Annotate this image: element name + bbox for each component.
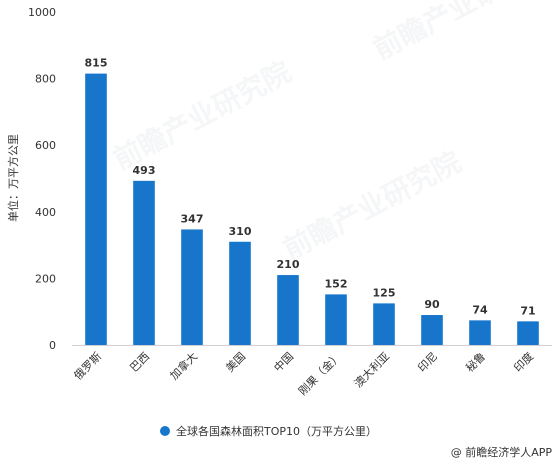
- y-axis: 0 200 400 600 800 1000: [28, 6, 56, 352]
- x-tick-label: 印度: [511, 349, 536, 374]
- legend-label: 全球各国森林面积TOP10（万平方公里）: [176, 424, 377, 438]
- x-tick-label: 印尼: [415, 350, 440, 375]
- y-tick-label: 1000: [28, 6, 56, 19]
- data-label: 347: [181, 212, 204, 225]
- y-tick-label: 800: [35, 73, 56, 86]
- bar: [373, 303, 395, 345]
- x-tick-label: 中国: [271, 350, 296, 375]
- bars-group: [85, 73, 539, 345]
- bar: [277, 275, 299, 345]
- legend-marker: [160, 426, 170, 436]
- data-label: 310: [229, 225, 252, 238]
- bar: [85, 73, 107, 345]
- data-label: 125: [373, 286, 396, 299]
- legend: 全球各国森林面积TOP10（万平方公里）: [160, 424, 377, 438]
- watermark-text: 前瞻产业研究院: [278, 145, 467, 266]
- watermark-text: 前瞻产业研究院: [108, 55, 297, 176]
- bar: [517, 321, 539, 345]
- data-labels-group: 815 493 347 310 210 152 125 90 74 71: [85, 57, 536, 318]
- credit-text: @ 前瞻经济学人APP: [451, 445, 553, 459]
- data-label: 90: [424, 298, 440, 311]
- y-tick-label: 0: [49, 339, 56, 352]
- x-tick-label: 加拿大: [167, 349, 200, 382]
- x-axis: 俄罗斯 巴西 加拿大 美国 中国 刚果（金） 澳大利亚 印尼 秘鲁 印度: [72, 345, 552, 398]
- y-axis-title: 单位：万平方公里: [6, 134, 20, 222]
- watermark-text: 前瞻产业研究院: [368, 0, 557, 66]
- y-tick-label: 200: [35, 272, 56, 285]
- bar: [325, 294, 347, 345]
- x-tick-label: 澳大利亚: [351, 349, 392, 390]
- y-tick-label: 400: [35, 206, 56, 219]
- x-tick-label: 巴西: [127, 350, 152, 375]
- data-label: 493: [133, 164, 156, 177]
- credit: @ 前瞻经济学人APP: [451, 445, 553, 459]
- data-label: 71: [520, 304, 535, 317]
- bar: [469, 320, 491, 345]
- x-tick-label: 美国: [223, 350, 248, 375]
- data-label: 152: [325, 277, 348, 290]
- bar: [421, 315, 443, 345]
- bar: [133, 180, 155, 345]
- watermark-layer: 前瞻产业研究院 前瞻产业研究院 前瞻产业研究院: [108, 0, 557, 266]
- x-tick-label: 秘鲁: [463, 349, 488, 374]
- bar: [229, 241, 251, 345]
- y-tick-label: 600: [35, 139, 56, 152]
- data-label: 815: [85, 57, 108, 70]
- bar: [181, 229, 203, 345]
- x-tick-label: 俄罗斯: [72, 350, 105, 383]
- data-label: 210: [277, 258, 300, 271]
- data-label: 74: [472, 303, 488, 316]
- x-tick-label: 刚果（金）: [295, 349, 344, 398]
